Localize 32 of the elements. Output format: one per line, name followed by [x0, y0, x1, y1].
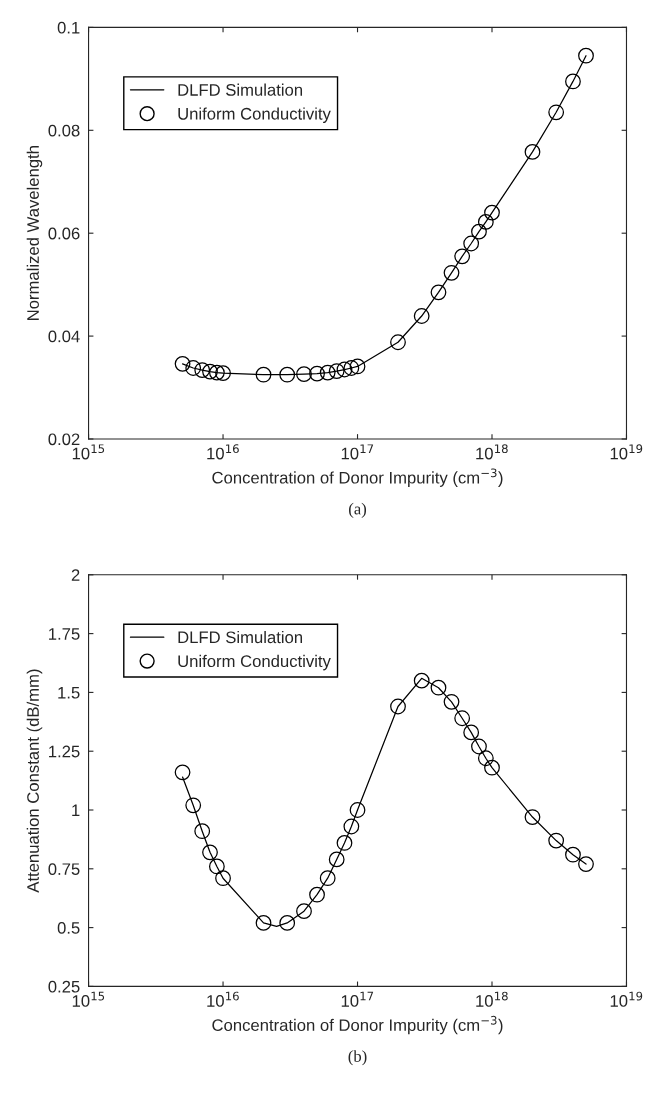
y-tick-label: 0.08 [48, 124, 80, 137]
y-tick-label: 0.06 [48, 227, 80, 240]
legend-label: DLFD Simulation [178, 630, 303, 644]
x-axis-title: Concentration of Donor Impurity (cm$^{−3}$) [212, 468, 503, 487]
y-tick-label: 1 [72, 804, 80, 817]
y-axis-title: Normalized Wavelength [26, 146, 43, 320]
x-tick-label: 10$^{17}$ [341, 444, 374, 460]
x-tick-label: 10$^{18}$ [476, 444, 508, 460]
x-tick-label: 10$^{17}$ [341, 991, 374, 1007]
y-tick-label: 2 [71, 569, 80, 581]
text: (b) [348, 1050, 367, 1066]
legend-label: Uniform Conductivity [178, 654, 331, 671]
y-tick-label: 0.25 [48, 980, 80, 993]
y-tick-label: 1.75 [49, 628, 80, 640]
y-tick-label: 1.5 [58, 686, 80, 699]
x-tick-label: 10$^{16}$ [207, 991, 239, 1007]
x-tick-label: 10$^{19}$ [610, 991, 643, 1007]
x-axis-title: Concentration of Donor Impurity (cm$^{−3}$) [212, 1015, 503, 1035]
x-tick-label: 10$^{19}$ [610, 444, 643, 460]
text: (a) [349, 502, 367, 518]
y-tick-label: 0.02 [48, 433, 80, 446]
x-tick-label: 10$^{18}$ [476, 991, 508, 1007]
legend-label: Uniform Conductivity [178, 107, 331, 123]
y-tick-label: 0.5 [57, 922, 80, 934]
y-tick-label: 0.04 [48, 330, 80, 343]
x-tick-label: 10$^{16}$ [207, 444, 239, 460]
y-tick-label: 0.75 [48, 863, 80, 876]
y-tick-label: 1.25 [49, 745, 80, 758]
y-tick-label: 0.1 [57, 21, 80, 34]
x-tick-label: 10$^{15}$ [72, 444, 105, 460]
legend-label: DLFD Simulation [178, 83, 303, 96]
y-axis-title: Attenuation Constant (dB/mm) [26, 669, 43, 893]
